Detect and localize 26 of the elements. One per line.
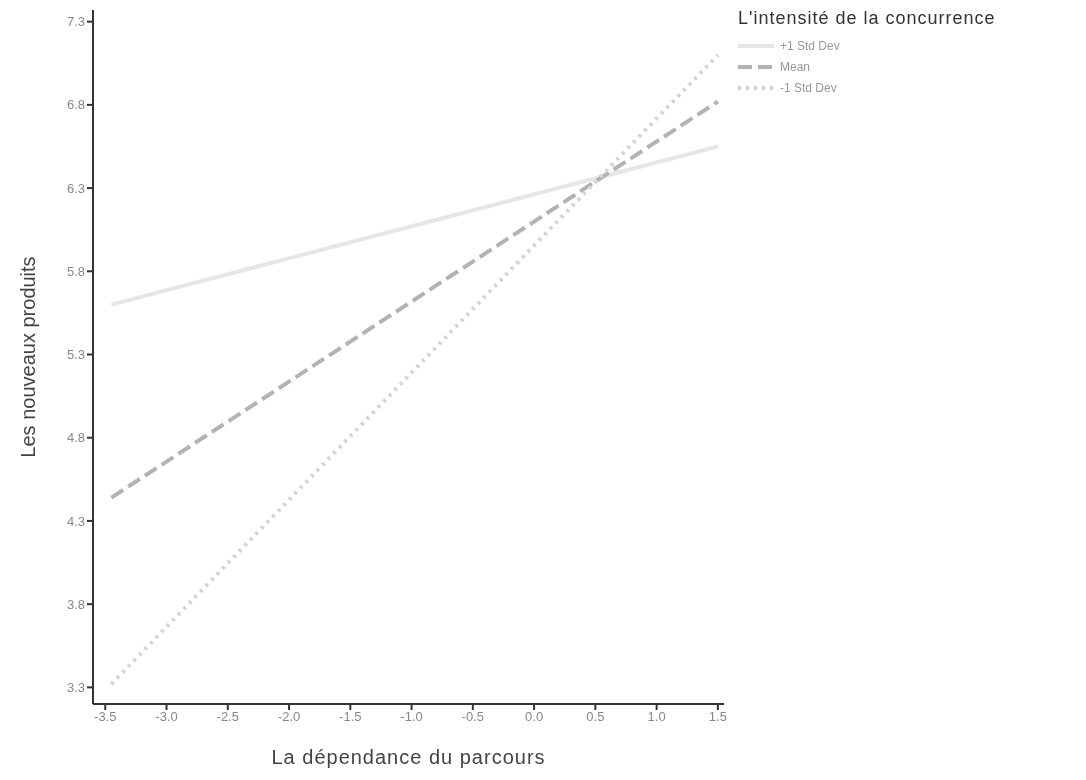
x-tick-label: -2.0 xyxy=(277,709,301,725)
x-tick-label: 1.5 xyxy=(708,709,727,725)
x-tick-label: 1.0 xyxy=(647,709,666,725)
y-tick-label: 4.3 xyxy=(66,513,85,529)
y-tick-label: 7.3 xyxy=(66,14,85,30)
x-tick-label: -1.5 xyxy=(339,709,362,725)
x-tick-label: -0.5 xyxy=(461,709,485,725)
legend-label: Mean xyxy=(779,58,812,76)
x-tick-label: -2.5 xyxy=(216,709,239,725)
y-tick-label: 5.3 xyxy=(66,347,85,363)
x-tick-label: 0.0 xyxy=(525,709,544,725)
legend-label: -1 Std Dev xyxy=(779,79,838,97)
y-tick-label: 6.3 xyxy=(66,180,85,196)
legend-label: +1 Std Dev xyxy=(779,37,841,55)
x-tick-label: -1.0 xyxy=(400,709,423,725)
y-tick-label: 3.3 xyxy=(66,679,85,695)
y-tick-label: 3.8 xyxy=(66,596,85,612)
x-tick-label: 0.5 xyxy=(586,709,605,725)
x-tick-label: -3.5 xyxy=(94,709,117,725)
legend-title: L'intensité de la concurrence xyxy=(738,8,997,29)
y-tick-label: 6.8 xyxy=(66,97,85,113)
y-tick-label: 5.8 xyxy=(66,263,85,279)
x-tick-label: -3.0 xyxy=(155,709,178,725)
x-axis-title: La dépendance du parcours xyxy=(271,746,546,768)
y-tick-label: 4.8 xyxy=(66,430,85,446)
y-axis-title: Les nouveaux produits xyxy=(17,256,40,458)
